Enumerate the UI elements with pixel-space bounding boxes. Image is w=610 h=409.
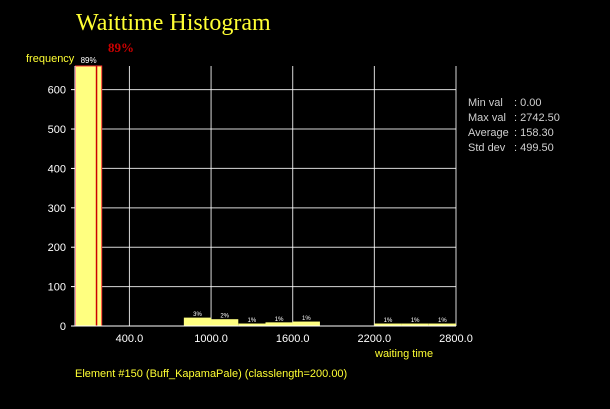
stat-label: Max val <box>468 112 506 124</box>
y-tick-label: 100 <box>48 282 66 294</box>
axis-layer <box>71 66 456 327</box>
histogram-bar <box>292 321 320 327</box>
histogram-bar <box>211 319 239 327</box>
stats-panel: Min val : 0.00 Max val : 2742.50 Average… <box>468 97 560 154</box>
grid-layer <box>75 66 457 326</box>
y-tick-label: 300 <box>48 203 66 215</box>
stat-label: Average <box>468 127 509 139</box>
x-tick-label: 2200.0 <box>358 333 392 345</box>
y-axis-label: frequency <box>26 53 75 65</box>
bar-percent-label: 3% <box>193 312 202 318</box>
bar-percent-label: 1% <box>275 317 284 323</box>
bar-percent-label: 1% <box>411 318 420 324</box>
element-footer: Element #150 (Buff_KapamaPale) (classlen… <box>75 368 347 380</box>
y-tick-label: 500 <box>48 124 66 136</box>
x-axis-label: waiting time <box>374 348 433 360</box>
x-tick-label: 400.0 <box>116 333 144 345</box>
y-tick-label: 600 <box>48 85 66 97</box>
stat-value: : 499.50 <box>514 142 554 154</box>
stat-value: : 0.00 <box>514 97 542 109</box>
bar-percent-label: 2% <box>220 314 229 320</box>
y-tick-label: 400 <box>48 163 66 175</box>
bar-percent-label: 1% <box>302 316 311 322</box>
bar-percent-label: 1% <box>384 318 393 324</box>
bar-percent-label: 1% <box>248 318 257 324</box>
bar-percent-label: 1% <box>438 318 447 324</box>
stat-value: : 158.30 <box>514 127 554 139</box>
x-tick-label: 1000.0 <box>194 333 228 345</box>
bar-percent-label: 89% <box>81 56 97 65</box>
bar-layer <box>75 65 456 327</box>
peak-percent-label: 89% <box>108 40 134 55</box>
label-layer: 0 100 200 300 400 500 600 400.0 1000.0 1600.0 2200… <box>48 56 473 345</box>
y-tick-label: 200 <box>48 242 66 254</box>
x-tick-label: 1600.0 <box>276 333 310 345</box>
x-tick-label: 2800.0 <box>439 333 473 345</box>
stat-label: Min val <box>468 97 503 109</box>
histogram-bar <box>183 317 212 327</box>
chart-title: Waittime Histogram <box>76 10 271 36</box>
stat-value: : 2742.50 <box>514 112 560 124</box>
y-tick-label: 0 <box>60 321 66 333</box>
histogram-bar <box>75 65 103 327</box>
stat-label: Std dev <box>468 142 506 154</box>
